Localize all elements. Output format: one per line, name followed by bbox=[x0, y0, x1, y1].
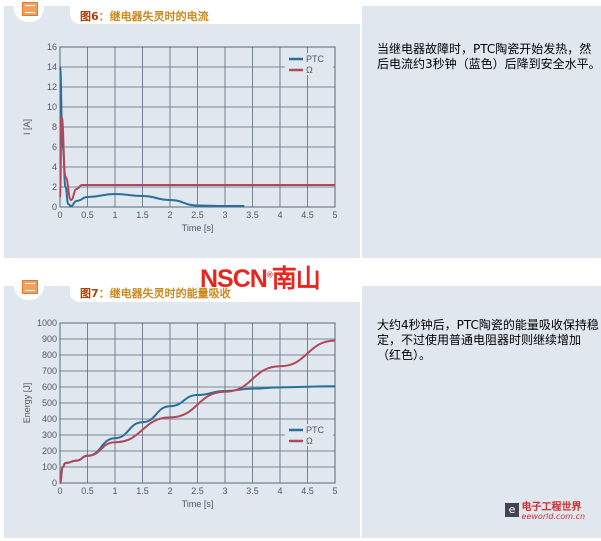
legend-bg bbox=[285, 435, 333, 446]
series-line-ohm bbox=[59, 115, 335, 202]
legend-label: Ω bbox=[306, 65, 313, 75]
eeworld-logo: e 电子工程世界 eeworld.com.cn bbox=[505, 503, 585, 521]
y-tick-label: 300 bbox=[42, 430, 57, 440]
y-axis-label: Energy [J] bbox=[22, 383, 32, 424]
legend-label: PTC bbox=[306, 54, 325, 64]
figure-caption: ：继电器失灵时的电流 bbox=[98, 10, 209, 23]
legend-label: PTC bbox=[306, 425, 325, 435]
x-axis-label: Time [s] bbox=[182, 499, 214, 509]
y-tick-label: 12 bbox=[47, 82, 57, 92]
title-tab-1 bbox=[70, 6, 360, 24]
x-tick-label: 4.5 bbox=[301, 210, 314, 220]
x-tick-label: 3 bbox=[222, 486, 227, 496]
y-tick-label: 14 bbox=[47, 62, 57, 72]
figure-number: 图6 bbox=[80, 10, 99, 23]
x-tick-label: 1.5 bbox=[136, 210, 149, 220]
logo-text: NSCN bbox=[200, 265, 268, 293]
y-tick-label: 900 bbox=[42, 334, 57, 344]
x-tick-label: 0.5 bbox=[81, 486, 94, 496]
desc-panel-2 bbox=[362, 286, 601, 538]
eeworld-icon: e bbox=[505, 503, 519, 517]
x-tick-label: 1 bbox=[112, 210, 117, 220]
figure-title-2: 图7：继电器失灵时的能量吸收 bbox=[80, 285, 231, 301]
figure-caption: ：继电器失灵时的能量吸收 bbox=[98, 287, 231, 300]
y-tick-label: 6 bbox=[52, 142, 57, 152]
chart-icon bbox=[22, 2, 38, 16]
series-line-ohm bbox=[59, 339, 336, 484]
y-tick-label: 0 bbox=[52, 478, 57, 488]
y-tick-label: 700 bbox=[42, 366, 57, 376]
title-tab-2 bbox=[70, 284, 360, 302]
legend-bg bbox=[285, 64, 333, 75]
x-tick-label: 0 bbox=[57, 210, 62, 220]
icon-holder-1 bbox=[14, 0, 44, 22]
legend-label: Ω bbox=[306, 436, 313, 446]
series-line-ptc bbox=[59, 66, 245, 208]
y-axis-label: I [A] bbox=[22, 119, 32, 135]
x-tick-label: 4 bbox=[277, 486, 282, 496]
y-tick-label: 0 bbox=[52, 202, 57, 212]
legend-bg bbox=[285, 424, 333, 435]
x-tick-label: 2.5 bbox=[191, 210, 204, 220]
y-tick-label: 400 bbox=[42, 414, 57, 424]
y-tick-label: 500 bbox=[42, 398, 57, 408]
x-tick-label: 0.5 bbox=[81, 210, 94, 220]
chart-icon bbox=[22, 280, 38, 294]
legend-bg bbox=[285, 53, 333, 64]
x-tick-label: 5 bbox=[332, 210, 337, 220]
y-tick-label: 200 bbox=[42, 446, 57, 456]
y-tick-label: 1000 bbox=[37, 318, 57, 328]
icon-holder-2 bbox=[14, 278, 44, 300]
eeworld-cn: 电子工程世界 bbox=[521, 502, 582, 513]
eeworld-en: eeworld.com.cn bbox=[521, 512, 586, 521]
x-tick-label: 4 bbox=[277, 210, 282, 220]
x-tick-label: 3.5 bbox=[246, 210, 259, 220]
figure-number: 图7 bbox=[80, 287, 99, 300]
y-tick-label: 4 bbox=[52, 162, 57, 172]
x-tick-label: 4.5 bbox=[301, 486, 314, 496]
y-tick-label: 2 bbox=[52, 182, 57, 192]
x-tick-label: 2 bbox=[167, 486, 172, 496]
x-tick-label: 1 bbox=[112, 486, 117, 496]
y-tick-label: 8 bbox=[52, 122, 57, 132]
desc-panel-1 bbox=[362, 6, 601, 258]
x-tick-label: 2 bbox=[167, 210, 172, 220]
x-tick-label: 3.5 bbox=[246, 486, 259, 496]
y-tick-label: 10 bbox=[47, 102, 57, 112]
x-axis-label: Time [s] bbox=[182, 223, 214, 233]
y-tick-label: 600 bbox=[42, 382, 57, 392]
registered-mark: ® bbox=[266, 270, 273, 280]
y-tick-label: 800 bbox=[42, 350, 57, 360]
x-tick-label: 5 bbox=[332, 486, 337, 496]
energy-chart: 0 0.5 1 1.5 2 2.5 3 3.5 4 4.5 5 0 100 200 300 400 500 600… bbox=[22, 318, 338, 509]
x-tick-label: 2.5 bbox=[191, 486, 204, 496]
current-chart: 0 0.5 1 1.5 2 2.5 3 3.5 4 4.5 5 0 2 4 6 8 10 12 14 16 Time [… bbox=[22, 42, 338, 233]
figure-title-1: 图6：继电器失灵时的电流 bbox=[80, 8, 209, 24]
logo-cn: 南山 bbox=[271, 265, 321, 293]
x-tick-label: 0 bbox=[57, 486, 62, 496]
y-tick-label: 100 bbox=[42, 462, 57, 472]
y-tick-label: 16 bbox=[47, 42, 57, 52]
description-1: 当继电器故障时，PTC陶瓷开始发热，然后电流约3秒钟（蓝色）后降到安全水平。 bbox=[377, 42, 601, 71]
description-2: 大约4秒钟后，PTC陶瓷的能量吸收保持稳定，不过使用普通电阻器时则继续增加（红色… bbox=[377, 318, 599, 362]
x-tick-label: 3 bbox=[222, 210, 227, 220]
x-tick-label: 1.5 bbox=[136, 486, 149, 496]
nscn-watermark-logo: NSCN®南山 bbox=[200, 259, 321, 295]
